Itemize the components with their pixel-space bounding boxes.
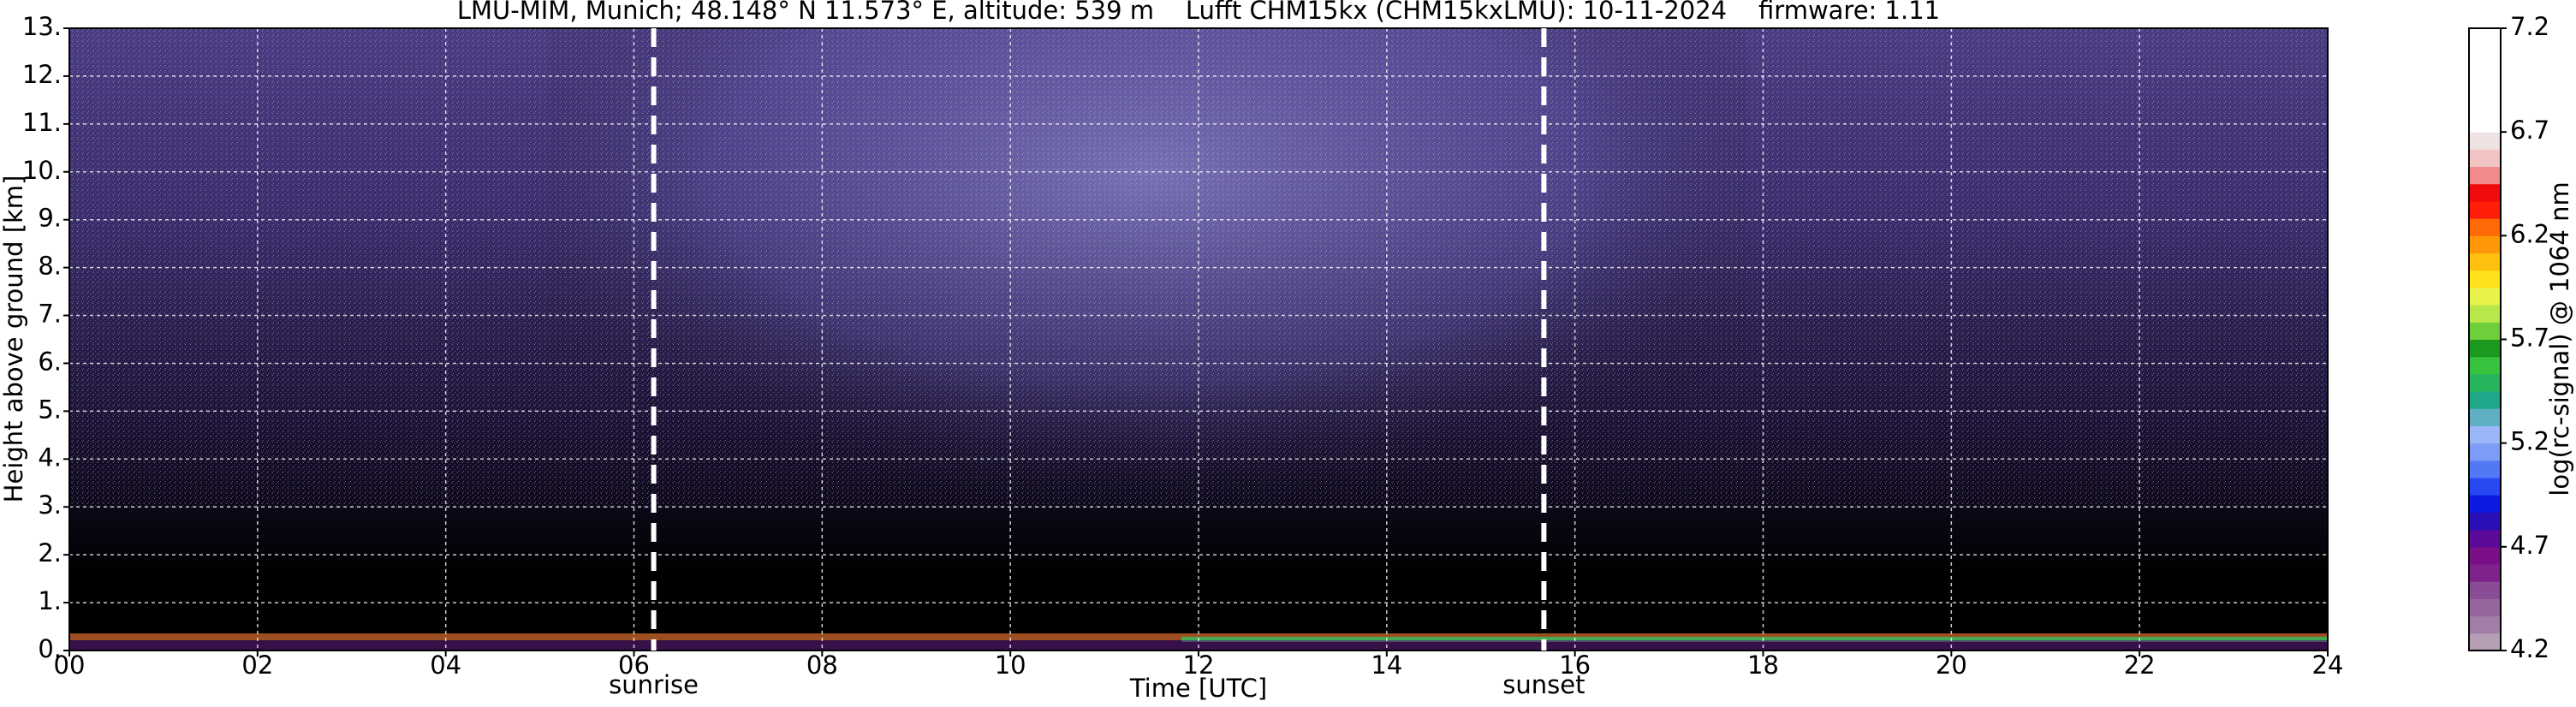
colorbar-segment (2469, 529, 2501, 548)
colorbar-label: log(rc-signal) @ 1064 nm (2545, 181, 2574, 496)
colorbar-segment (2469, 339, 2501, 358)
colorbar-segment (2469, 287, 2501, 306)
colorbar-segment (2469, 478, 2501, 496)
colorbar-segment (2469, 149, 2501, 168)
y-tick-label: 1. (38, 586, 62, 615)
annotation-label: sunrise (609, 670, 699, 699)
colorbar-segment (2469, 270, 2501, 288)
colorbar-segment (2469, 425, 2501, 444)
chart-title: LMU-MIM, Munich; 48.148° N 11.573° E, al… (457, 0, 1940, 25)
y-tick-label: 8. (38, 252, 62, 281)
x-tick-label: 20 (1936, 651, 1967, 680)
x-tick-label: 06 (618, 651, 650, 680)
y-tick-label: 11. (22, 108, 62, 137)
x-tick-label: 08 (806, 651, 838, 680)
colorbar-segment (2469, 443, 2501, 461)
colorbar-segment (2469, 460, 2501, 478)
x-tick-label: 14 (1371, 651, 1402, 680)
colorbar-tick-label: 4.2 (2510, 634, 2549, 663)
colorbar-segment (2469, 373, 2501, 392)
colorbar-segment (2469, 495, 2501, 513)
colorbar-tick-label: 5.2 (2510, 427, 2549, 456)
colorbar-segment (2469, 28, 2501, 46)
colorbar-segment (2469, 235, 2501, 254)
colorbar-tick-label: 6.7 (2510, 116, 2549, 145)
colorbar-tick-label: 7.2 (2510, 12, 2549, 41)
colorbar-tick-label: 4.7 (2510, 531, 2549, 560)
y-axis-label: Height above ground [km] (0, 175, 28, 503)
colorbar-segment (2469, 356, 2501, 375)
y-tick-label: 13. (22, 12, 62, 41)
colorbar-segment (2469, 408, 2501, 426)
x-tick-label: 24 (2312, 651, 2344, 680)
y-tick-label: 10. (22, 156, 62, 185)
x-tick-label: 02 (241, 651, 273, 680)
y-tick-label: 0. (38, 634, 62, 663)
colorbar-segment (2469, 45, 2501, 63)
colorbar-segment (2469, 200, 2501, 219)
y-tick-label: 3. (38, 490, 62, 520)
colorbar-tick-label: 6.2 (2510, 219, 2549, 248)
y-tick-label: 2. (38, 538, 62, 567)
colorbar-segment (2469, 253, 2501, 271)
x-axis-label: Time [UTC] (1129, 674, 1267, 703)
colorbar-segment (2469, 598, 2501, 617)
colorbar: 4.2 4.7 5.2 5.7 6.2 6.7 7.2 (2468, 12, 2549, 663)
colorbar-tick-label: 5.7 (2510, 324, 2549, 353)
colorbar-segment (2469, 218, 2501, 236)
grid (68, 27, 2329, 651)
x-tick-label: 10 (995, 651, 1026, 680)
colorbar-segment (2469, 633, 2501, 651)
colorbar-segment (2469, 322, 2501, 340)
x-tick-label: 12 (1183, 651, 1215, 680)
colorbar-segment (2469, 62, 2501, 81)
x-tick-label: 16 (1559, 651, 1591, 680)
y-tick-label: 9. (38, 204, 62, 233)
annotation-label: sunset (1502, 670, 1585, 699)
colorbar-segment (2469, 564, 2501, 582)
y-tick-label: 6. (38, 347, 62, 376)
y-tick-label: 7. (38, 300, 62, 329)
colorbar-segment (2469, 80, 2501, 98)
colorbar-segment (2469, 581, 2501, 599)
colorbar-segment (2469, 114, 2501, 133)
colorbar-segment (2469, 391, 2501, 409)
x-tick-label: 04 (430, 651, 461, 680)
colorbar-segment (2469, 615, 2501, 634)
x-tick-label: 00 (54, 651, 86, 680)
x-tick-label: 22 (2124, 651, 2156, 680)
y-tick-label: 5. (38, 395, 62, 424)
colorbar-segment (2469, 183, 2501, 202)
colorbar-segment (2469, 512, 2501, 531)
x-tick-label: 18 (1747, 651, 1779, 680)
y-tick-label: 12. (22, 60, 62, 89)
colorbar-segment (2469, 97, 2501, 116)
colorbar-segment (2469, 166, 2501, 185)
colorbar-segment (2469, 132, 2501, 150)
colorbar-segment (2469, 546, 2501, 565)
y-tick-label: 4. (38, 443, 62, 472)
colorbar-segment (2469, 305, 2501, 323)
